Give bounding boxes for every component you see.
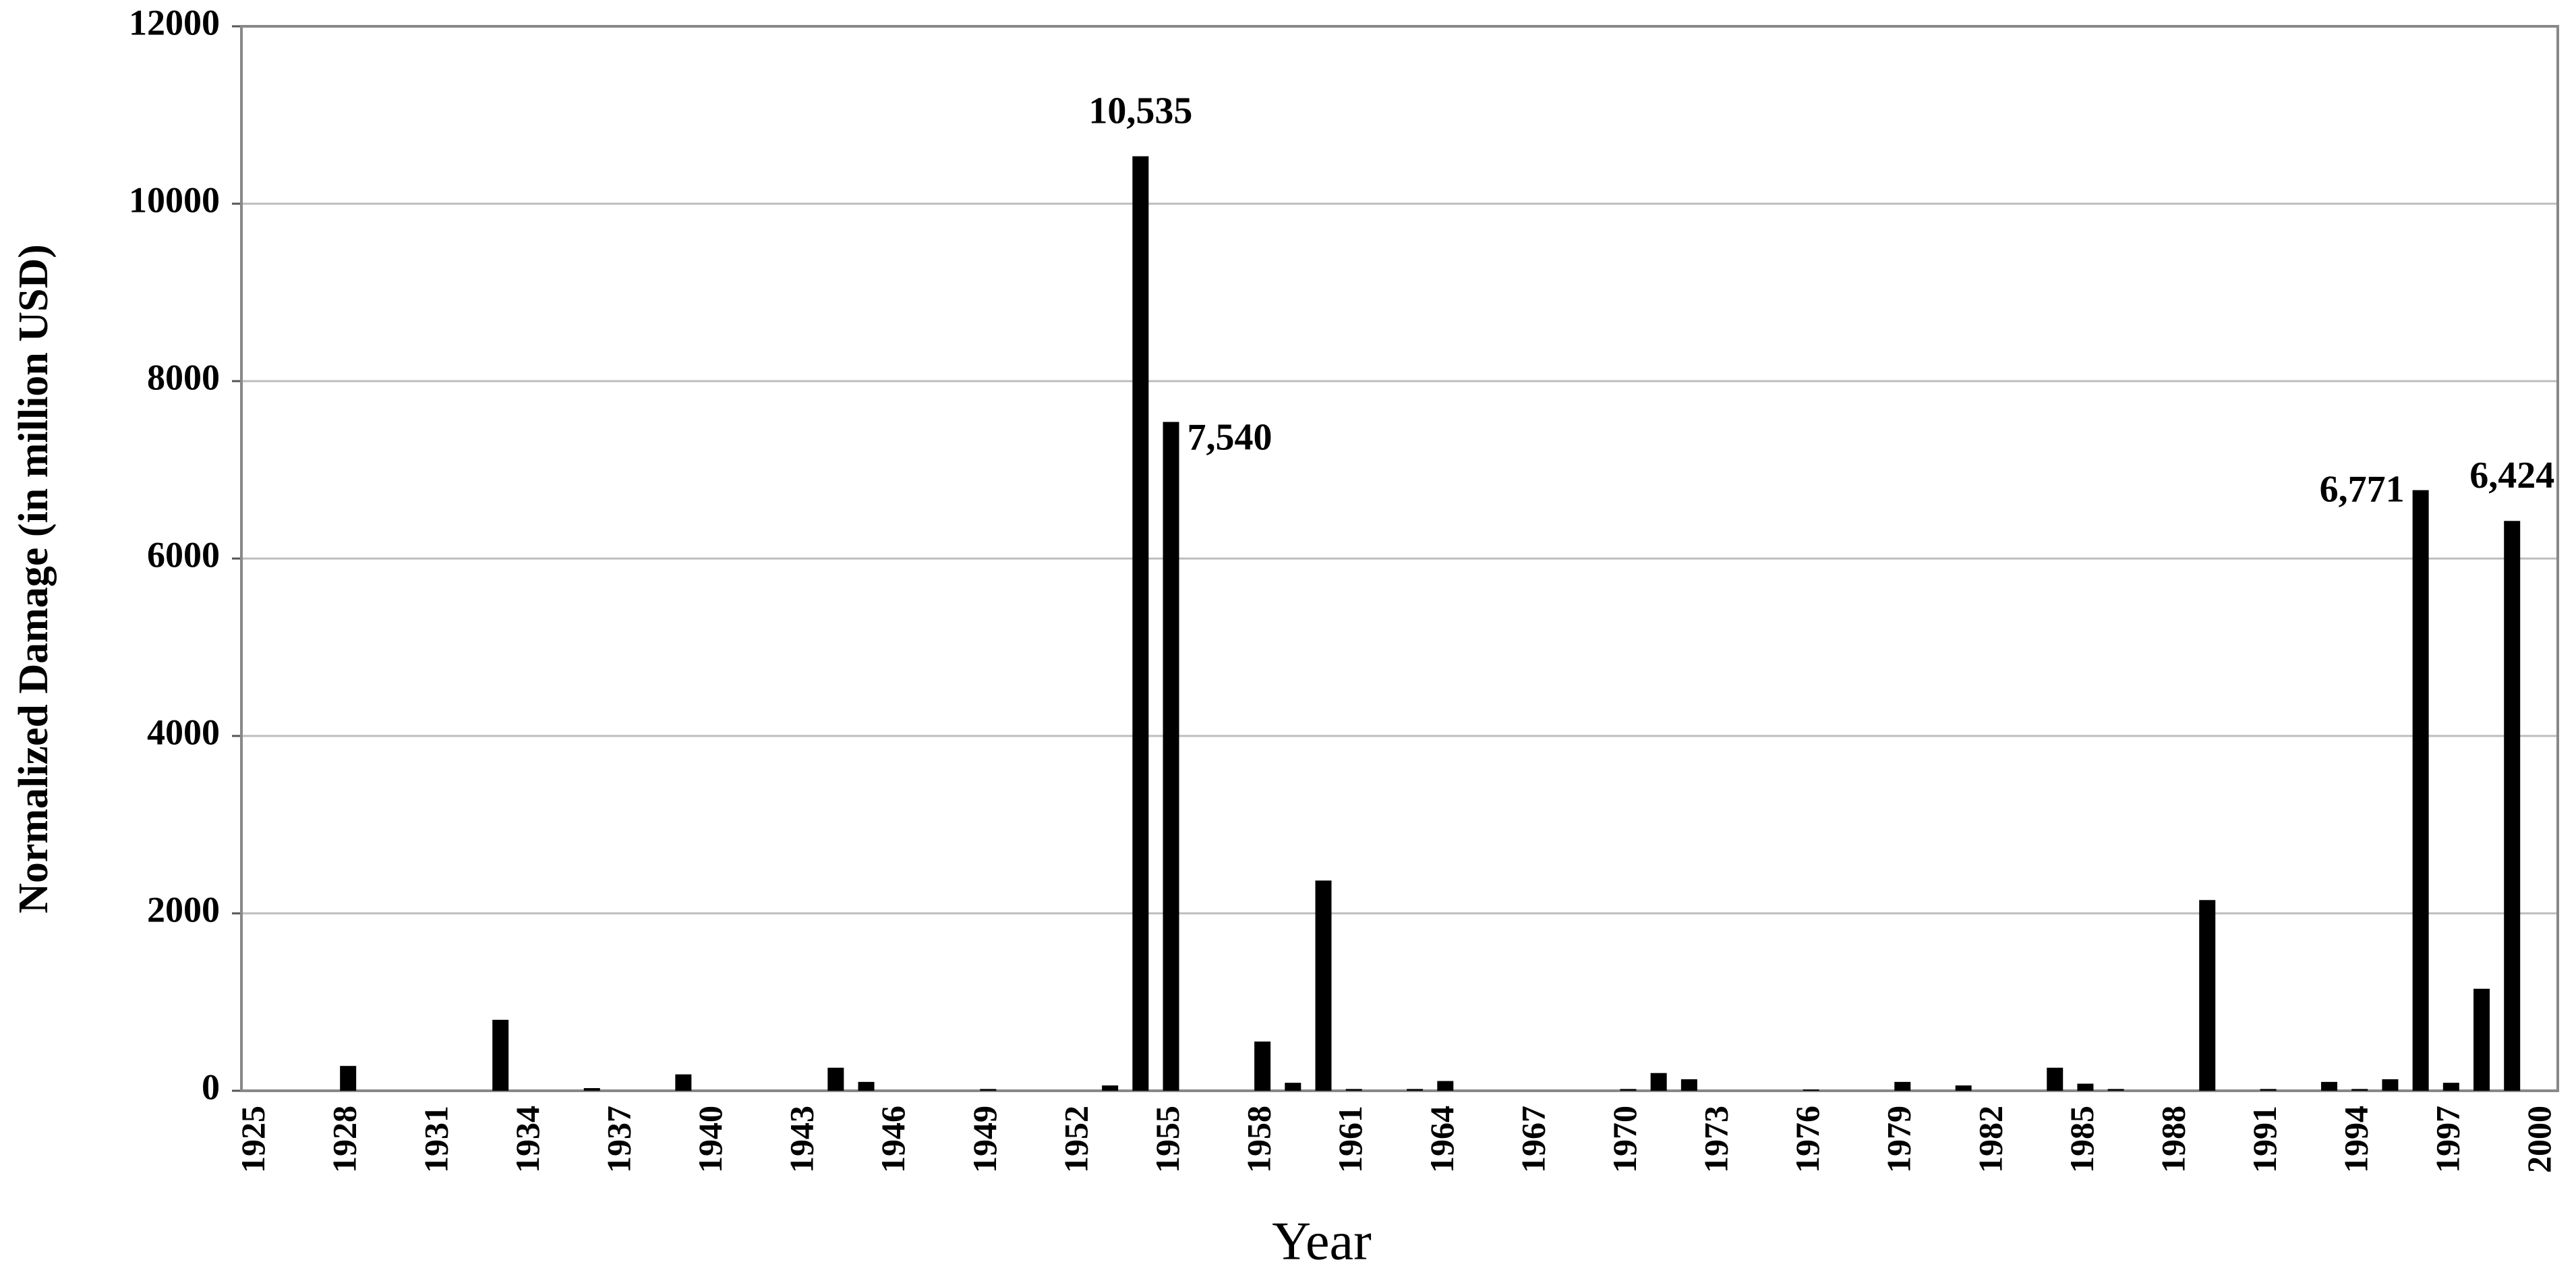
y-tick-label: 2000 — [147, 889, 220, 930]
bar — [827, 1067, 844, 1091]
bar — [1285, 1083, 1301, 1091]
bar — [1407, 1089, 1424, 1091]
x-tick-label: 2000 — [2520, 1106, 2558, 1173]
x-tick-label: 1931 — [417, 1106, 455, 1173]
bar — [1894, 1081, 1911, 1091]
x-tick-label: 1994 — [2337, 1106, 2375, 1173]
bar — [1620, 1089, 1637, 1091]
bar — [2199, 900, 2216, 1091]
x-tick-label: 1955 — [1148, 1106, 1186, 1173]
value-label: 7,540 — [1188, 416, 1272, 458]
bar — [1102, 1085, 1119, 1091]
x-tick-label: 1934 — [508, 1106, 546, 1173]
bar — [2107, 1089, 2124, 1091]
bar — [1345, 1089, 1362, 1091]
value-label: 6,771 — [2320, 468, 2405, 510]
x-tick-label: 1958 — [1240, 1106, 1278, 1173]
bar — [2321, 1081, 2338, 1091]
bar — [492, 1019, 509, 1091]
y-tick-label: 0 — [202, 1066, 220, 1107]
x-tick-label: 1964 — [1423, 1106, 1461, 1173]
bar — [2260, 1089, 2277, 1091]
bar — [2442, 1083, 2459, 1091]
bar — [1315, 880, 1332, 1091]
bar — [2351, 1089, 2368, 1091]
y-tick-label: 6000 — [147, 534, 220, 575]
value-label: 6,424 — [2469, 455, 2554, 496]
y-tick-label: 10000 — [129, 179, 220, 220]
x-tick-label: 1988 — [2155, 1106, 2192, 1173]
bar — [2412, 490, 2429, 1091]
bar — [980, 1089, 997, 1091]
bar — [1680, 1079, 1697, 1091]
bar — [675, 1074, 692, 1091]
bar — [1437, 1081, 1454, 1091]
x-tick-label: 1979 — [1880, 1106, 1918, 1173]
bar — [2077, 1083, 2094, 1091]
x-tick-label: 1991 — [2246, 1106, 2283, 1173]
bar — [340, 1066, 357, 1091]
x-tick-label: 1925 — [234, 1106, 272, 1173]
bar — [2473, 988, 2490, 1091]
bar — [1163, 422, 1179, 1091]
x-axis-label: Year — [1272, 1212, 1371, 1271]
value-label: 10,535 — [1088, 90, 1192, 132]
x-tick-label: 1973 — [1697, 1106, 1735, 1173]
x-tick-label: 1949 — [966, 1106, 1003, 1173]
x-tick-label: 1967 — [1514, 1106, 1552, 1173]
x-tick-label: 1928 — [326, 1106, 363, 1173]
bar — [1803, 1089, 1819, 1091]
y-tick-label: 12000 — [129, 2, 220, 42]
bar — [858, 1081, 875, 1091]
y-tick-label: 4000 — [147, 712, 220, 752]
bar — [2504, 521, 2521, 1091]
bar — [1955, 1085, 1972, 1091]
x-tick-label: 1970 — [1606, 1106, 1643, 1173]
x-tick-label: 1943 — [783, 1106, 821, 1173]
x-tick-label: 1940 — [691, 1106, 729, 1173]
x-tick-label: 1997 — [2428, 1106, 2466, 1173]
y-axis-label: Normalized Damage (in million USD) — [11, 244, 57, 913]
x-tick-label: 1985 — [2063, 1106, 2101, 1173]
x-tick-label: 1976 — [1788, 1106, 1826, 1173]
bar — [1650, 1073, 1667, 1091]
bar — [2382, 1079, 2399, 1091]
bar — [583, 1088, 600, 1091]
x-tick-label: 1982 — [1971, 1106, 2009, 1173]
plot-border — [240, 25, 2559, 1092]
x-tick-label: 1961 — [1331, 1106, 1369, 1173]
bar — [1254, 1042, 1271, 1091]
x-tick-label: 1946 — [874, 1106, 912, 1173]
y-tick-label: 8000 — [147, 357, 220, 397]
bar — [1132, 156, 1149, 1091]
x-tick-label: 1937 — [599, 1106, 637, 1173]
bar — [2047, 1067, 2063, 1091]
x-tick-label: 1952 — [1057, 1106, 1094, 1173]
